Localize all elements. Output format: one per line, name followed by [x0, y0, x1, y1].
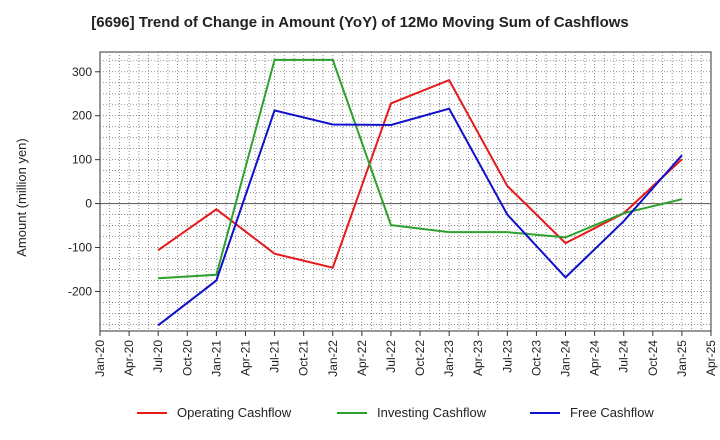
- series-line-free-cashflow: [157, 107, 683, 327]
- x-tick-label: Apr-23: [471, 340, 485, 376]
- y-tick-label: 100: [72, 153, 92, 167]
- y-tick-label: -100: [68, 241, 92, 255]
- legend-label-operating: Operating Cashflow: [177, 405, 292, 420]
- legend-item-free: Free Cashflow: [530, 405, 654, 420]
- x-tick-label: Jan-22: [326, 340, 340, 377]
- x-tick-label: Apr-24: [588, 340, 602, 376]
- chart-title: [6696] Trend of Change in Amount (YoY) o…: [91, 14, 629, 31]
- x-tick-label: Jul-24: [617, 340, 631, 373]
- x-tick-label: Jul-22: [384, 340, 398, 373]
- legend-label-investing: Investing Cashflow: [377, 405, 487, 420]
- y-tick-label: 200: [72, 109, 92, 123]
- x-tick-label: Apr-21: [238, 340, 252, 376]
- x-tick-label: Jan-25: [675, 340, 689, 377]
- x-tick-label: Jul-21: [268, 340, 282, 373]
- x-tick-label: Jan-20: [93, 340, 107, 377]
- x-tick-label: Apr-25: [704, 340, 718, 376]
- x-tick-label: Apr-20: [122, 340, 136, 376]
- x-tick-label: Jan-21: [209, 340, 223, 377]
- legend-swatch-operating: [137, 411, 167, 414]
- series-line-operating-cashflow: [157, 78, 683, 269]
- x-tick-label: Oct-24: [646, 340, 660, 376]
- x-tick-label: Jul-23: [500, 340, 514, 373]
- x-tick-label: Jan-24: [559, 340, 573, 377]
- x-tick-label: Oct-23: [529, 340, 543, 376]
- x-tick-label: Jan-23: [442, 340, 456, 377]
- x-tick-label: Oct-21: [297, 340, 311, 376]
- x-tick-label: Oct-22: [413, 340, 427, 376]
- legend-swatch-investing: [337, 411, 367, 414]
- x-tick-label: Jul-20: [151, 340, 165, 373]
- series-line-investing-cashflow: [158, 58, 683, 280]
- y-tick-label: 300: [72, 65, 92, 79]
- y-tick-label: 0: [85, 197, 92, 211]
- x-tick-label: Oct-20: [180, 340, 194, 376]
- legend-swatch-free: [530, 411, 560, 414]
- plot-frame: [99, 51, 712, 332]
- legend-item-operating: Operating Cashflow: [137, 405, 291, 420]
- x-tick-label: Apr-22: [355, 340, 369, 376]
- legend-item-investing: Investing Cashflow: [337, 405, 486, 420]
- legend-label-free: Free Cashflow: [570, 405, 654, 420]
- y-tick-label: -200: [68, 284, 92, 298]
